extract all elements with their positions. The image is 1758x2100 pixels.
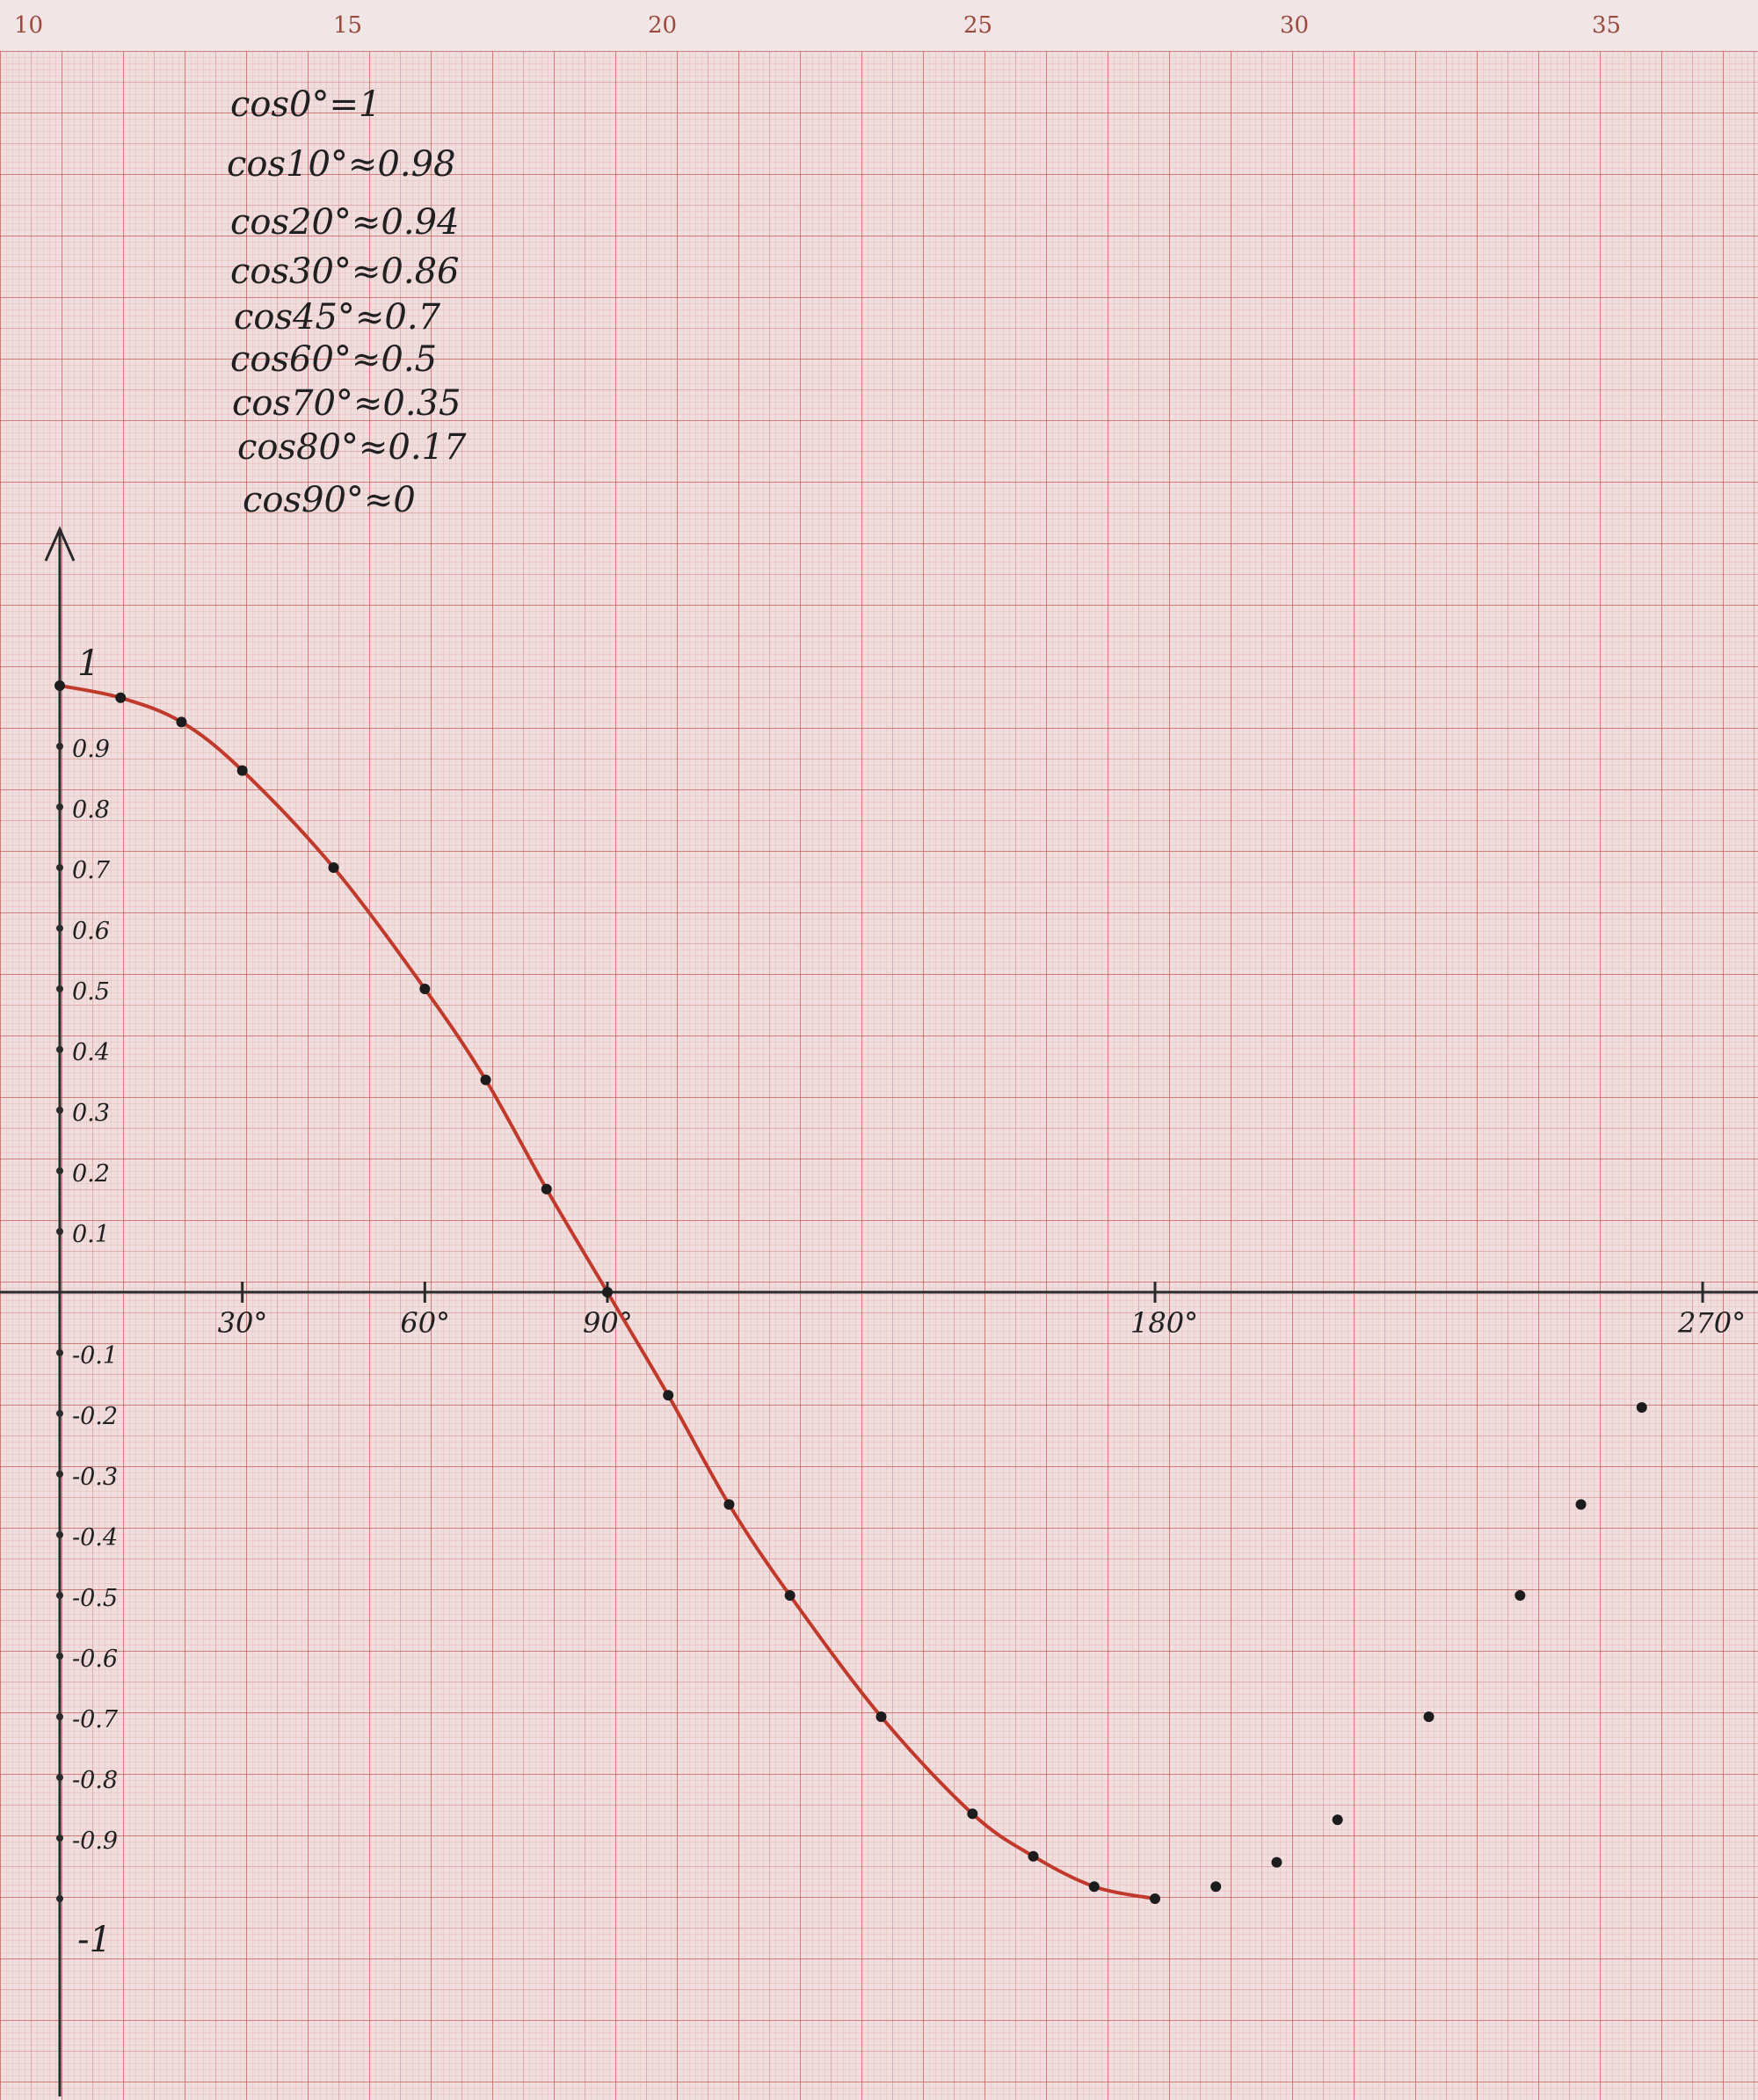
- y-tick-label: 0.6: [72, 918, 110, 945]
- extra-point: [1332, 1814, 1343, 1826]
- curve-point: [1150, 1893, 1160, 1904]
- y-tick-label: -0.3: [72, 1464, 118, 1491]
- ruler-mark: 35: [1592, 12, 1622, 39]
- curve-point: [1028, 1850, 1039, 1862]
- curve-point: [663, 1390, 674, 1401]
- note-cos80: cos80°≈0.17: [237, 427, 467, 468]
- note-cos10: cos10°≈0.98: [227, 144, 456, 185]
- curve-point: [784, 1590, 795, 1601]
- y-tick-mark: [56, 1107, 63, 1114]
- ruler-mark: 10: [14, 12, 44, 39]
- extra-point: [1210, 1881, 1222, 1893]
- ruler-mark: 15: [333, 12, 363, 39]
- cosine-notes: cos0°=1 cos10°≈0.98 cos20°≈0.94 cos30°≈0…: [227, 84, 467, 520]
- y-tick-mark: [56, 1653, 63, 1660]
- extra-point: [1423, 1711, 1435, 1722]
- y-tick-mark: [56, 1167, 63, 1174]
- curve-point: [176, 716, 187, 728]
- extra-point: [1515, 1590, 1526, 1601]
- ruler-mark: 30: [1280, 12, 1310, 39]
- note-cos45: cos45°≈0.7: [234, 297, 441, 338]
- curve-point: [875, 1711, 887, 1722]
- y-tick-label: 0.5: [72, 978, 110, 1006]
- y-tick-label: -1: [77, 1920, 112, 1960]
- y-tick-label: -0.1: [72, 1342, 118, 1370]
- curve-point: [419, 984, 431, 994]
- y-tick-mark: [56, 1410, 63, 1417]
- curve-point: [967, 1808, 978, 1820]
- y-tick-mark: [56, 925, 63, 932]
- y-tick-label: 0.8: [72, 796, 110, 824]
- y-tick-mark: [56, 1713, 63, 1720]
- y-tick-label: -0.8: [72, 1767, 118, 1794]
- y-tick-mark: [56, 1531, 63, 1538]
- ruler-strip: 10 15 20 25 30 35: [0, 0, 1758, 51]
- curve-point: [236, 765, 248, 776]
- y-tick-label: -0.9: [72, 1828, 118, 1855]
- y-axis-arrow: [44, 526, 76, 562]
- y-tick-label: 0.2: [72, 1160, 110, 1188]
- y-tick-label: 0.1: [72, 1221, 110, 1248]
- y-tick-label: 0.9: [72, 736, 110, 763]
- y-tick-mark: [56, 1592, 63, 1599]
- graph-paper: [0, 51, 1758, 2100]
- y-tick-mark: [56, 803, 63, 810]
- curve-point: [541, 1183, 552, 1195]
- x-ticks: 30° 60° 90° 180° 270°: [218, 1282, 1746, 1340]
- ruler-mark: 25: [963, 12, 993, 39]
- note-cos90: cos90°≈0: [243, 480, 416, 520]
- y-tick-label: 0.7: [72, 857, 111, 884]
- extra-point: [1636, 1402, 1647, 1413]
- data-points: [54, 680, 1647, 1904]
- curve-point: [328, 862, 339, 873]
- y-tick-label: 0.4: [72, 1039, 110, 1066]
- note-cos20: cos20°≈0.94: [230, 202, 460, 243]
- curve-point: [54, 680, 65, 691]
- x-tick-label: 270°: [1677, 1306, 1746, 1340]
- y-tick-mark: [56, 1895, 63, 1902]
- y-tick-mark: [56, 1471, 63, 1478]
- y-tick-label: -0.7: [72, 1706, 119, 1733]
- extra-point: [1271, 1857, 1282, 1868]
- ruler-mark: 20: [648, 12, 678, 39]
- y-tick-mark: [56, 743, 63, 750]
- y-tick-mark: [56, 1349, 63, 1356]
- curve-point: [480, 1074, 491, 1086]
- curve-point: [602, 1287, 613, 1297]
- curve-point: [723, 1499, 735, 1510]
- note-cos70: cos70°≈0.35: [232, 383, 461, 424]
- x-tick-label: 30°: [218, 1306, 268, 1340]
- y-tick-label: -0.4: [72, 1524, 118, 1551]
- y-tick-label: -0.2: [72, 1403, 118, 1430]
- note-cos0: cos0°=1: [230, 84, 381, 125]
- note-cos30: cos30°≈0.86: [230, 251, 460, 292]
- y-tick-mark: [56, 1835, 63, 1842]
- y-tick-mark: [56, 985, 63, 992]
- x-tick-label: 180°: [1130, 1306, 1198, 1340]
- y-tick-label: -0.5: [72, 1585, 118, 1612]
- x-tick-label: 60°: [400, 1306, 450, 1340]
- note-cos60: cos60°≈0.5: [230, 339, 437, 380]
- curve-point: [115, 692, 127, 703]
- y-tick-mark: [56, 1774, 63, 1781]
- y-tick-mark: [56, 1228, 63, 1235]
- curve-point: [1088, 1881, 1100, 1893]
- extra-point: [1575, 1499, 1587, 1510]
- y-ticks: 1 0.9 0.8 0.7 0.6 0.5 0.4 0.3 0.2 0.1 -0.1 -0.2 -0.3…: [56, 643, 119, 1960]
- y-tick-label: 0.3: [72, 1100, 110, 1127]
- y-tick-mark: [56, 1046, 63, 1053]
- y-tick-label: 1: [77, 643, 99, 684]
- y-tick-mark: [56, 864, 63, 871]
- y-tick-label: -0.6: [72, 1646, 118, 1673]
